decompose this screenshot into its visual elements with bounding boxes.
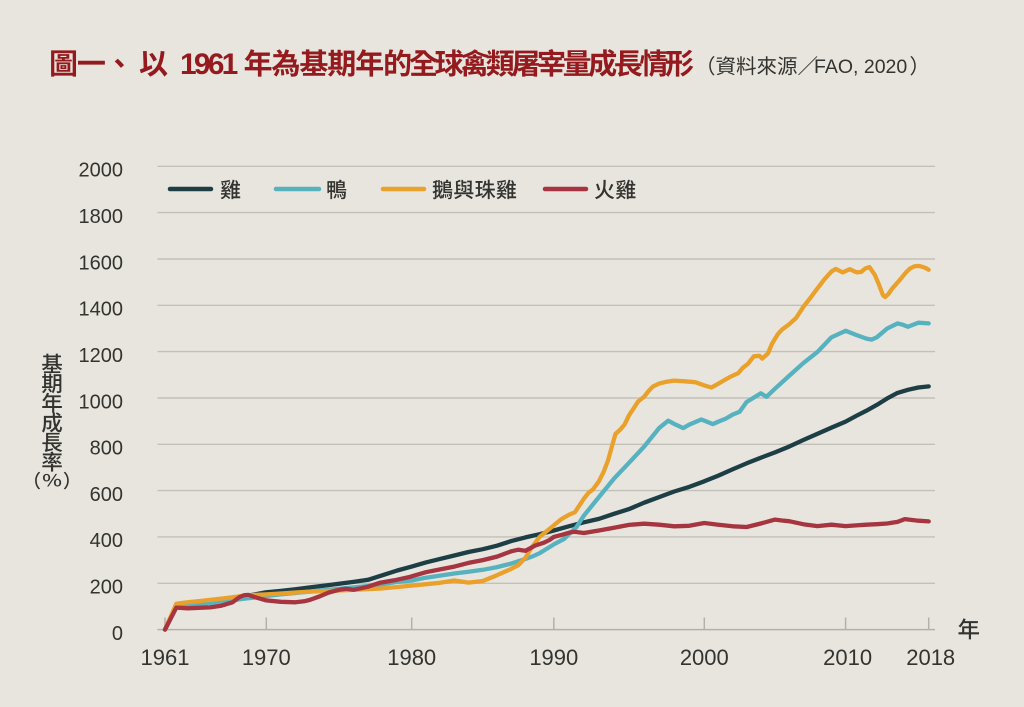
svg-text:600: 600 — [90, 484, 123, 506]
svg-text:2000: 2000 — [680, 645, 729, 670]
svg-text:1961: 1961 — [141, 645, 190, 670]
svg-text:1000: 1000 — [79, 391, 124, 413]
svg-text:200: 200 — [90, 577, 123, 599]
svg-text:1800: 1800 — [79, 206, 124, 228]
svg-text:1200: 1200 — [79, 345, 124, 367]
svg-text:1400: 1400 — [79, 299, 124, 321]
svg-text:0: 0 — [112, 623, 123, 645]
svg-text:1990: 1990 — [529, 645, 578, 670]
svg-text:2010: 2010 — [823, 645, 872, 670]
svg-text:400: 400 — [90, 530, 123, 552]
svg-text:1970: 1970 — [242, 645, 291, 670]
svg-text:800: 800 — [90, 438, 123, 460]
svg-text:1600: 1600 — [79, 252, 124, 274]
svg-text:2018: 2018 — [906, 645, 955, 670]
svg-text:1961: 1961 — [180, 48, 238, 81]
svg-text:FAO, 2020: FAO, 2020 — [814, 56, 907, 78]
svg-text:2000: 2000 — [79, 160, 124, 182]
svg-text:1980: 1980 — [387, 645, 436, 670]
